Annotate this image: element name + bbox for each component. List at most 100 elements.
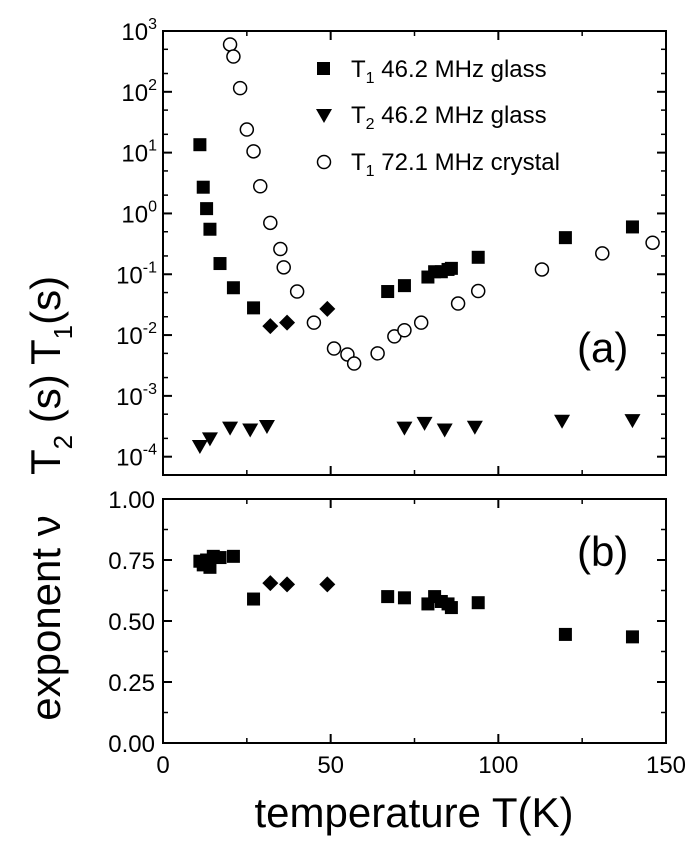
data-point-triangle <box>416 416 433 431</box>
data-point-square <box>226 549 240 563</box>
data-point-circle <box>239 122 255 137</box>
legend-marker-square <box>317 62 330 75</box>
panel-a-tick-labels: 10-4 10-3 10-2 10-1 100 101 102 103 <box>116 16 157 472</box>
data-point-circle <box>226 49 241 64</box>
data-point-square <box>397 279 411 293</box>
y-tick-label-b: 1.00 <box>108 487 155 514</box>
x-tick-label: 50 <box>317 752 344 779</box>
data-point-circle <box>397 323 412 338</box>
y-tick-label-a: 102 <box>121 77 157 107</box>
y-tick-label-a: 103 <box>121 16 157 46</box>
data-point-square <box>381 285 395 299</box>
y-tick-label-a: 100 <box>121 198 157 228</box>
data-point-triangle <box>466 420 483 435</box>
legend-3-sub: 1 <box>366 163 375 180</box>
data-point-square <box>558 627 572 641</box>
y-tick-label-a: 10-2 <box>116 320 157 350</box>
data-point-diamond <box>319 300 336 317</box>
data-point-square <box>213 551 227 565</box>
legend-1-sub: 1 <box>366 70 375 87</box>
data-point-circle <box>470 283 486 299</box>
data-point-circle <box>413 315 429 330</box>
data-point-circle <box>306 315 322 330</box>
data-point-circle <box>534 262 550 277</box>
data-point-diamond <box>262 575 279 592</box>
data-point-circle <box>246 144 261 159</box>
data-point-square <box>471 250 485 264</box>
data-point-circle <box>263 215 278 231</box>
legend-marker-triangle <box>316 109 332 123</box>
data-point-circle <box>273 241 288 257</box>
data-point-circle <box>370 346 385 361</box>
legend-2-sub: 2 <box>366 116 375 133</box>
y-tick-label-a: 101 <box>121 138 157 168</box>
data-point-circle <box>222 37 238 52</box>
data-point-triangle <box>436 423 453 438</box>
legend: T1 46.2 MHz glass T2 46.2 MHz glass T1 7… <box>316 56 560 180</box>
data-point-square <box>471 596 485 610</box>
data-point-circle <box>346 356 362 371</box>
legend-3-rest: 72.1 MHz crystal <box>375 149 560 176</box>
y-tick-label-b: 0.75 <box>108 548 155 575</box>
data-point-diamond <box>319 576 336 593</box>
y-label-t2-main: T <box>22 449 69 475</box>
legend-2-main: T <box>351 102 366 129</box>
data-point-triangle <box>396 421 413 436</box>
data-point-square <box>247 592 261 606</box>
data-point-circle <box>232 80 248 96</box>
y-tick-label-b: 0.25 <box>108 670 155 697</box>
data-point-triangle <box>222 421 239 436</box>
data-point-triangle <box>191 439 208 454</box>
x-tick-label: 100 <box>478 752 518 779</box>
data-point-square <box>203 560 217 574</box>
y-tick-label-a: 10-3 <box>116 381 157 411</box>
legend-3-main: T <box>351 149 366 176</box>
data-point-triangle <box>201 432 218 447</box>
legend-2-rest: 46.2 MHz glass <box>375 102 547 129</box>
data-point-circle <box>326 341 342 356</box>
data-point-square <box>625 220 639 234</box>
panel-b-tag: (b) <box>577 528 628 575</box>
data-point-square <box>196 180 210 194</box>
data-point-square <box>558 231 572 245</box>
y-axis-label-t2: T2 (s) <box>22 374 78 475</box>
data-point-square <box>381 590 395 604</box>
data-point-circle <box>276 260 291 275</box>
data-point-square <box>200 202 214 216</box>
y-tick-label-b: 0.50 <box>108 609 155 636</box>
y-tick-label-a: 10-4 <box>116 442 157 472</box>
data-point-square <box>625 630 639 644</box>
data-point-circle <box>252 178 268 194</box>
x-axis-label: temperature T(K) <box>255 789 574 836</box>
panel-a-tag: (a) <box>577 324 628 371</box>
legend-1-main: T <box>351 56 366 83</box>
panel-a-frame <box>162 30 667 476</box>
y-label-t2-sub: 2 <box>48 435 78 449</box>
y-axis-label-t1: T1(s) <box>22 276 78 365</box>
data-point-circle <box>450 296 466 311</box>
data-point-triangle <box>554 414 571 429</box>
y-label-t1-main: T <box>22 339 69 365</box>
y-label-t1-rest: (s) <box>22 276 69 325</box>
legend-1-rest: 46.2 MHz glass <box>375 56 547 83</box>
data-point-circle <box>595 246 610 261</box>
data-point-triangle <box>258 419 275 434</box>
data-point-diamond <box>279 576 296 593</box>
data-point-circle <box>645 235 660 250</box>
panel-a-data-points <box>191 37 660 454</box>
x-tick-label: 150 <box>646 752 686 779</box>
data-point-circle <box>289 284 305 299</box>
panel-b-data-points <box>193 549 639 644</box>
data-point-square <box>444 261 458 275</box>
panel-b-tick-labels: 0 50 100 150 0.00 0.25 0.50 0.75 1.00 <box>108 487 686 779</box>
legend-entry-2: T2 46.2 MHz glass <box>351 102 547 133</box>
data-point-diamond <box>279 314 296 331</box>
data-point-square <box>247 301 261 315</box>
data-point-triangle <box>242 423 259 438</box>
y-axis-label-exponent: exponent ν <box>22 515 69 721</box>
y-tick-label-b: 0.00 <box>108 731 155 758</box>
data-point-square <box>444 601 458 615</box>
data-point-triangle <box>624 414 641 429</box>
panel-b-ticks <box>162 498 667 744</box>
